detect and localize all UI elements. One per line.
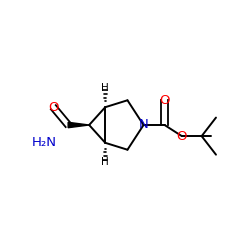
Text: H₂N: H₂N: [32, 136, 57, 149]
Text: O: O: [48, 101, 58, 114]
Text: O: O: [159, 94, 170, 107]
Text: O: O: [176, 130, 187, 142]
Text: N: N: [139, 118, 148, 132]
Text: H: H: [101, 83, 109, 93]
Text: H: H: [101, 157, 109, 167]
Polygon shape: [68, 122, 89, 128]
